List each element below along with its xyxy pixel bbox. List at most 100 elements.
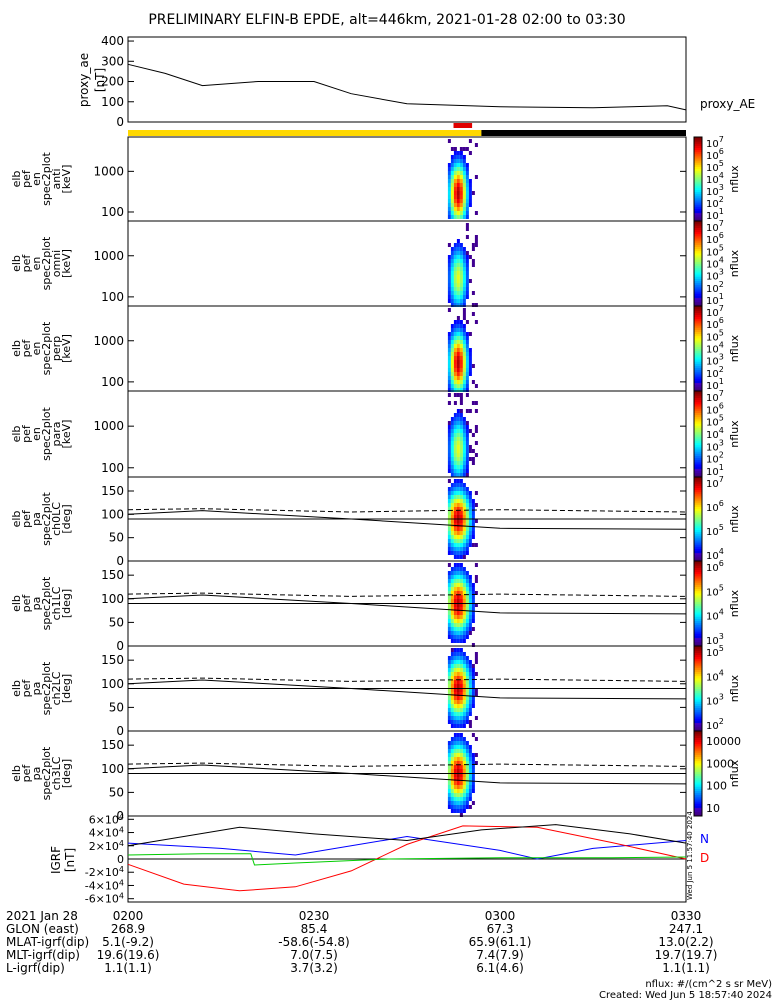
heat-cell xyxy=(459,320,463,324)
heat-cell xyxy=(468,599,472,603)
heat-cell xyxy=(462,441,466,445)
heat-cell xyxy=(462,179,466,183)
heat-cell xyxy=(450,623,454,627)
heat-cell xyxy=(453,295,457,299)
heat-cell xyxy=(462,749,466,753)
heat-cell xyxy=(462,287,466,291)
heat-cell xyxy=(474,737,478,741)
heat-cell xyxy=(450,179,454,183)
heat-cell xyxy=(453,356,457,360)
heat-cell xyxy=(450,749,454,753)
heat-cell xyxy=(459,295,463,299)
heat-cell xyxy=(459,523,463,527)
heat-cell xyxy=(459,348,463,352)
heat-cell xyxy=(450,712,454,716)
colorbar-cell xyxy=(694,221,702,224)
heat-cell xyxy=(450,591,454,595)
heat-cell xyxy=(456,527,460,531)
heat-cell xyxy=(447,207,451,211)
heat-cell xyxy=(450,797,454,801)
heat-cell xyxy=(471,643,475,647)
heat-cell xyxy=(453,611,457,615)
heat-cell xyxy=(462,660,466,664)
heat-cell xyxy=(462,523,466,527)
heat-cell xyxy=(456,704,460,708)
colorbar-cell xyxy=(694,155,702,159)
heat-cell xyxy=(462,457,466,461)
colorbar-cell xyxy=(694,656,702,660)
heat-cell xyxy=(459,303,463,307)
heat-cell xyxy=(450,295,454,299)
colorbar-cell xyxy=(694,481,702,484)
heat-cell xyxy=(453,805,457,809)
colorbar-cell xyxy=(694,359,702,362)
heat-cell xyxy=(447,793,451,797)
igrf-legend-n: N xyxy=(700,832,709,846)
heat-cell xyxy=(450,535,454,539)
heat-cell xyxy=(462,259,466,263)
heat-cell xyxy=(450,511,454,515)
panel-ylabel-line: anti xyxy=(50,168,63,189)
heat-cell xyxy=(453,336,457,340)
heat-cell xyxy=(450,531,454,535)
heat-cell xyxy=(450,785,454,789)
heat-cell xyxy=(465,607,469,611)
heat-cell xyxy=(456,413,460,417)
heat-cell xyxy=(456,255,460,259)
heat-cell xyxy=(456,483,460,487)
heat-cell xyxy=(462,700,466,704)
colorbar-cell xyxy=(694,414,702,418)
colorbar-cell xyxy=(694,340,702,343)
heat-cell xyxy=(456,777,460,781)
heat-cell xyxy=(471,247,475,251)
heat-cell xyxy=(462,692,466,696)
colorbar-cell xyxy=(694,329,702,332)
colorbar-cell xyxy=(694,308,702,311)
heat-cell xyxy=(474,211,478,215)
heat-cell xyxy=(459,765,463,769)
orbit-row-value: 0200 xyxy=(113,909,144,923)
heat-cell xyxy=(462,175,466,179)
heat-cell xyxy=(459,757,463,761)
heat-cell xyxy=(465,712,469,716)
heat-cell xyxy=(450,279,454,283)
heat-cell xyxy=(447,388,451,392)
heat-cell xyxy=(465,163,469,167)
heat-cell xyxy=(465,623,469,627)
colorbar-cell xyxy=(694,618,702,621)
heat-cell xyxy=(450,441,454,445)
heat-cell xyxy=(456,316,460,320)
heat-cell xyxy=(453,473,457,477)
footer-created: Created: Wed Jun 5 18:57:40 2024 xyxy=(599,990,772,1000)
colorbar-cell xyxy=(694,796,702,800)
heat-cell xyxy=(462,159,466,163)
heat-cell xyxy=(453,781,457,785)
heat-cell xyxy=(450,567,454,571)
heat-cell xyxy=(462,789,466,793)
heat-cell xyxy=(450,203,454,207)
heat-cell xyxy=(453,607,457,611)
heat-cell xyxy=(456,680,460,684)
heat-cell xyxy=(468,793,472,797)
heat-cell xyxy=(465,761,469,765)
orbit-row-value: 7.0(7.5) xyxy=(290,948,338,962)
heat-cell xyxy=(465,421,469,425)
colorbar-tick-exponent: 5 xyxy=(719,159,724,168)
heat-cell xyxy=(450,627,454,631)
panel-ylabel-line: omni xyxy=(50,250,63,277)
heat-cell xyxy=(447,299,451,303)
heat-cell xyxy=(447,275,451,279)
spectrogram-panel-3: 1001000elbpefenspec2plotperp[keV]1011021… xyxy=(10,304,741,392)
heat-cell xyxy=(453,479,457,483)
colorbar-cell xyxy=(694,654,702,658)
heat-cell xyxy=(453,425,457,429)
colorbar-cell xyxy=(694,537,702,541)
colorbar-cell xyxy=(694,743,702,747)
heat-cell xyxy=(459,680,463,684)
heat-cell xyxy=(474,660,478,664)
colorbar-cell xyxy=(694,680,702,683)
heat-cell xyxy=(465,267,469,271)
colorbar-cell xyxy=(694,703,702,706)
heat-cell xyxy=(459,147,463,151)
proxy-ae-ytick-label: 0 xyxy=(116,115,124,129)
